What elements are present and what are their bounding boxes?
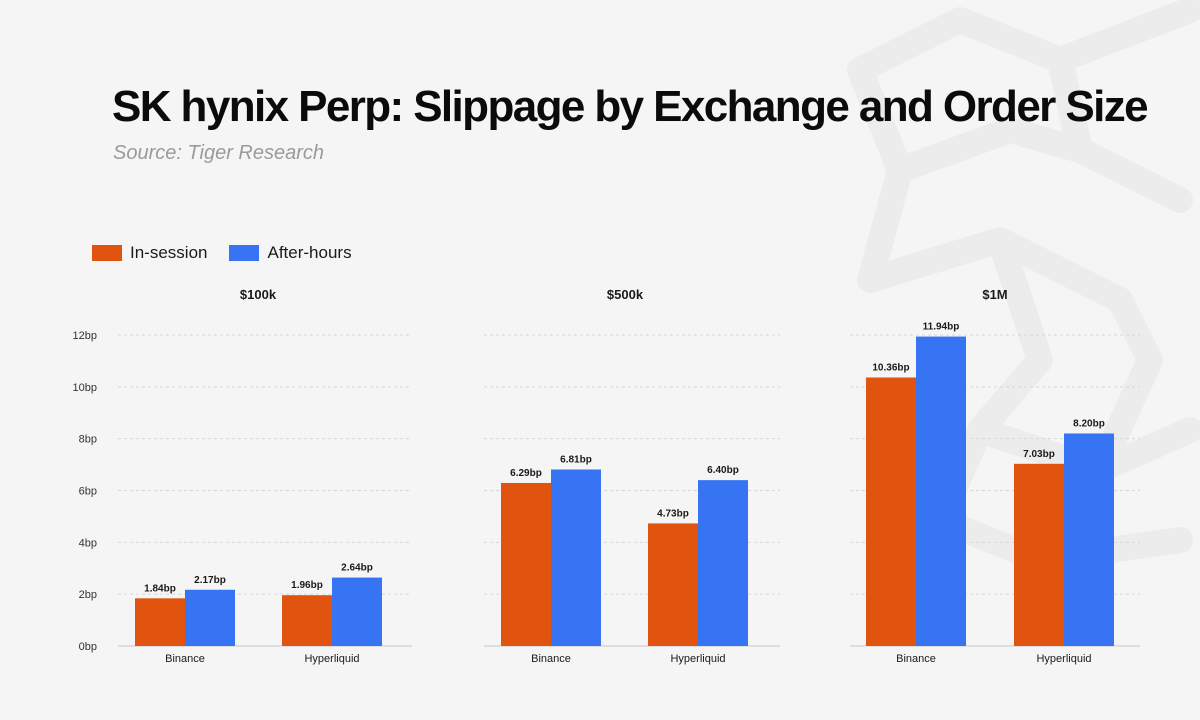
bar-after-hours [916,336,966,646]
bar-after-hours [1064,433,1114,646]
bar-in-session [282,595,332,646]
data-label: 6.40bp [707,465,739,476]
y-tick-label: 4bp [79,537,97,549]
y-tick-label: 2bp [79,589,97,601]
x-tick-label: Hyperliquid [670,653,725,665]
data-label: 1.84bp [144,583,176,594]
bar-after-hours [698,480,748,646]
y-tick-label: 6bp [79,486,97,498]
x-tick-label: Hyperliquid [1036,653,1091,665]
chart-source: Source: Tiger Research [113,142,325,164]
legend-swatch-in-session [92,245,122,261]
data-label: 6.81bp [560,455,592,466]
bar-in-session [501,482,551,646]
bar-in-session [1014,463,1064,646]
data-label: 8.20bp [1073,418,1105,429]
legend-item-in-session: In-session [92,243,207,263]
bar-in-session [135,598,185,646]
data-label: 2.17bp [194,575,226,586]
y-tick-label: 8bp [79,434,97,446]
y-tick-label: 0bp [79,641,97,653]
data-label: 7.03bp [1023,449,1055,460]
y-tick-label: 12bp [73,330,97,342]
panel-title: $100k [240,287,277,302]
legend-item-after-hours: After-hours [229,243,352,263]
bar-in-session [648,523,698,646]
bar-after-hours [185,589,235,646]
bar-after-hours [551,469,601,646]
data-label: 11.94bp [923,322,960,333]
x-tick-label: Binance [165,653,205,665]
data-label: 6.29bp [510,468,542,479]
bar-in-session [866,377,916,646]
legend: In-session After-hours [92,243,374,263]
x-tick-label: Hyperliquid [304,653,359,665]
panel-title: $1M [982,287,1007,302]
chart-title: SK hynix Perp: Slippage by Exchange and … [112,82,1149,131]
panel-title: $500k [607,287,644,302]
x-tick-label: Binance [896,653,936,665]
bar-after-hours [332,577,382,646]
data-label: 2.64bp [341,563,373,574]
legend-label-in-session: In-session [130,243,208,262]
data-label: 1.96bp [291,580,323,591]
data-label: 4.73bp [657,508,689,519]
data-label: 10.36bp [872,363,909,374]
y-tick-label: 10bp [73,382,97,394]
x-tick-label: Binance [531,653,571,665]
legend-label-after-hours: After-hours [267,243,352,262]
legend-swatch-after-hours [229,245,260,261]
